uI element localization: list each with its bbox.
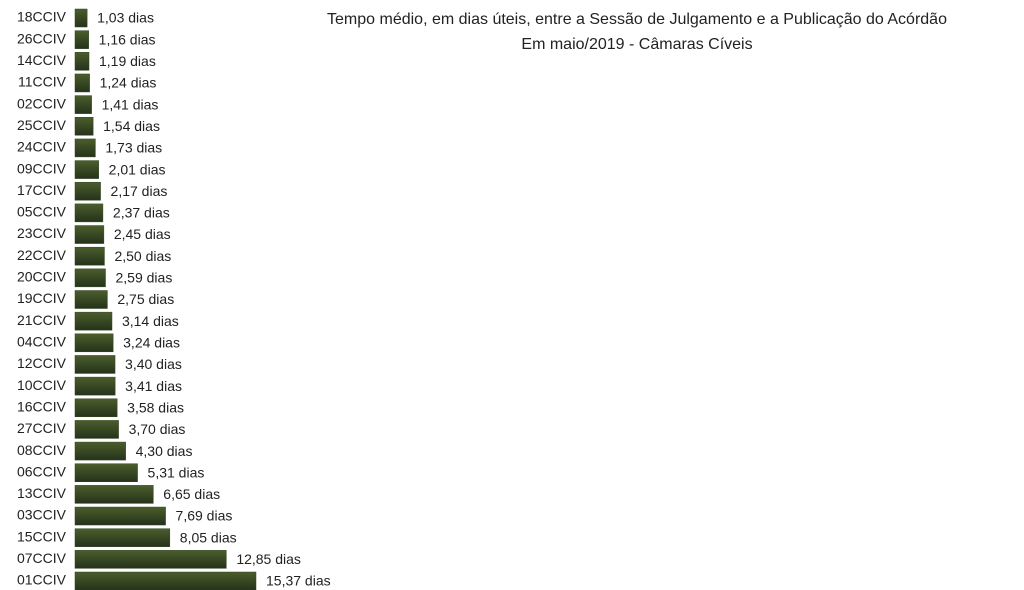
y-tick-label: 03CCIV: [17, 507, 67, 523]
value-label: 2,45 dias: [114, 226, 171, 242]
value-label: 1,16 dias: [99, 31, 156, 47]
y-tick-label: 18CCIV: [17, 9, 67, 25]
y-tick-label: 21CCIV: [17, 312, 67, 328]
value-label: 6,65 dias: [163, 486, 220, 502]
bar: [74, 528, 171, 547]
y-tick-label: 09CCIV: [17, 160, 67, 176]
y-tick-label: 10CCIV: [17, 377, 67, 393]
y-tick-label: 06CCIV: [17, 463, 67, 479]
value-label: 2,37 dias: [113, 205, 170, 221]
y-tick-label: 12CCIV: [17, 355, 67, 371]
y-tick-label: 14CCIV: [17, 52, 67, 68]
value-label: 1,19 dias: [99, 53, 156, 69]
value-label: 3,40 dias: [125, 356, 182, 372]
chart-title: Tempo médio, em dias úteis, entre a Sess…: [327, 11, 947, 28]
bar: [74, 441, 126, 461]
value-label: 2,01 dias: [109, 161, 166, 177]
value-label: 3,41 dias: [125, 378, 182, 394]
y-tick-label: 16CCIV: [17, 398, 67, 414]
chart-subtitle: Em maio/2019 - Câmaras Cíveis: [521, 36, 752, 53]
value-label: 5,31 dias: [148, 464, 205, 480]
bar: [74, 52, 90, 71]
value-label: 2,17 dias: [111, 183, 168, 199]
bar: [74, 8, 88, 28]
bar: [74, 160, 99, 179]
y-tick-label: 22CCIV: [17, 247, 67, 263]
bar: [74, 376, 116, 396]
value-label: 3,14 dias: [122, 313, 179, 329]
bar: [74, 420, 119, 439]
value-label: 2,59 dias: [116, 270, 173, 286]
bar: [74, 290, 108, 309]
bar: [74, 571, 257, 590]
value-label: 7,69 dias: [176, 508, 233, 524]
bar: [74, 485, 154, 504]
value-label: 4,30 dias: [136, 443, 193, 459]
y-tick-label: 05CCIV: [17, 204, 67, 220]
value-label: 1,41 dias: [102, 96, 159, 112]
y-tick-label: 08CCIV: [17, 442, 67, 458]
value-label: 3,70 dias: [129, 421, 186, 437]
value-label: 3,24 dias: [123, 335, 180, 351]
y-tick-label: 24CCIV: [17, 139, 67, 155]
bar: [74, 268, 106, 288]
bar: [74, 398, 118, 418]
bar: [74, 95, 92, 114]
bar: [74, 333, 114, 353]
y-tick-label: 17CCIV: [17, 182, 67, 198]
value-label: 15,37 dias: [266, 573, 331, 589]
bar: [74, 463, 138, 482]
bar: [74, 225, 105, 244]
y-tick-label: 01CCIV: [17, 572, 67, 588]
bar: [74, 117, 94, 136]
y-tick-label: 11CCIV: [18, 74, 67, 90]
value-label: 1,54 dias: [103, 118, 160, 134]
bar: [74, 311, 113, 331]
y-tick-label: 26CCIV: [17, 30, 67, 46]
bar: [74, 203, 104, 223]
bar: [74, 30, 89, 49]
y-tick-label: 07CCIV: [17, 550, 67, 566]
y-tick-label: 04CCIV: [17, 334, 67, 350]
value-label: 1,24 dias: [100, 75, 157, 91]
y-tick-label: 19CCIV: [17, 290, 67, 306]
value-label: 1,73 dias: [105, 140, 162, 156]
value-label: 8,05 dias: [180, 529, 237, 545]
bar: [74, 138, 96, 158]
value-label: 2,75 dias: [117, 291, 174, 307]
y-tick-label: 15CCIV: [17, 528, 67, 544]
bar: [74, 73, 90, 93]
value-label: 12,85 dias: [236, 551, 301, 567]
y-tick-label: 20CCIV: [17, 269, 67, 285]
bar: [74, 355, 116, 374]
value-label: 1,03 dias: [97, 10, 154, 26]
bar: [74, 506, 166, 526]
value-label: 3,58 dias: [127, 399, 184, 415]
bar: [74, 246, 105, 266]
value-label: 2,50 dias: [114, 248, 171, 264]
y-tick-label: 23CCIV: [17, 225, 67, 241]
y-tick-label: 27CCIV: [17, 420, 67, 436]
bar: [74, 550, 227, 569]
bar: [74, 181, 101, 201]
y-tick-label: 13CCIV: [17, 485, 67, 501]
y-tick-label: 02CCIV: [17, 95, 67, 111]
y-tick-label: 25CCIV: [17, 117, 67, 133]
